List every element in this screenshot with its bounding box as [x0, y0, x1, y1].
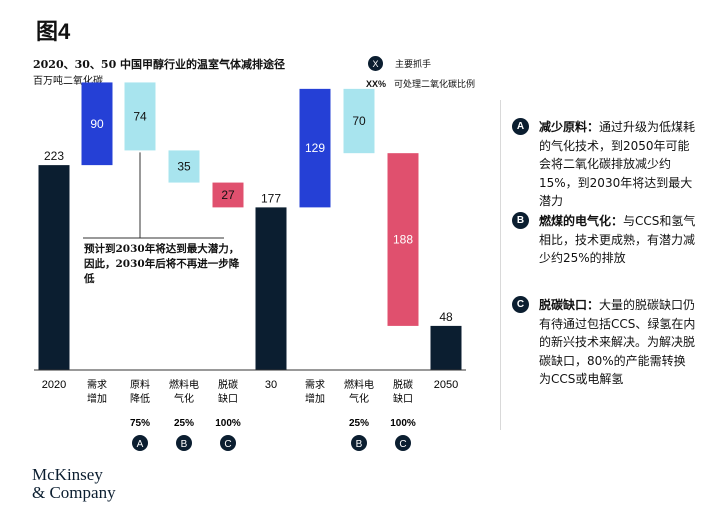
bar-value-8: 188	[393, 233, 413, 247]
lever-b-badge-icon: B	[512, 212, 529, 229]
logo-line-2: & Company	[32, 483, 116, 502]
legend-pct-text: 可处理二氧化碳比例	[394, 80, 476, 90]
waterfall-chart: 223202090需求增加74原料降低75%A35燃料电气化25%B27脱碳缺口…	[34, 82, 466, 451]
lever-b-title: 燃煤的电气化：	[539, 214, 624, 228]
lever-b-text: 与CCS和氢气相比，技术更成熟，有潜力减少约25%的排放	[539, 214, 696, 265]
bar-2	[124, 82, 156, 151]
bar-5	[255, 207, 287, 370]
legend-pct-row: XX% 可处理二氧化碳比例	[366, 77, 476, 91]
bar-value-4: 27	[221, 188, 235, 202]
bar-4	[212, 182, 244, 208]
x-label-1-line2: 增加	[87, 392, 107, 405]
bar-value-7: 70	[352, 114, 366, 128]
x-label-8-line2: 缺口	[393, 392, 413, 405]
chart-annotation: 预计到2030年将达到最大潜力，因此，2030年后将不再进一步降低	[84, 243, 240, 285]
x-label-6-line2: 增加	[305, 392, 325, 405]
lever-c-text: 大量的脱碳缺口仍有待通过包括CCS、绿氢在内的新兴技术来解决。为解决脱碳缺口，8…	[539, 298, 696, 386]
pct-label-3: 25%	[174, 418, 194, 429]
bar-value-1: 90	[90, 117, 104, 131]
bar-0	[38, 165, 70, 370]
bar-value-5: 177	[261, 191, 281, 205]
legend-badge-text: 主要抓手	[395, 60, 432, 70]
x-label-4-line2: 缺口	[218, 392, 238, 405]
x-label-5: 30	[265, 379, 277, 391]
legend-badge-icon: X	[368, 56, 383, 71]
legend-badge-row: X 主要抓手	[368, 56, 431, 71]
bar-9	[430, 325, 462, 370]
bar-3	[168, 150, 200, 183]
pct-label-8: 100%	[390, 418, 416, 429]
pct-label-7: 25%	[349, 418, 369, 429]
x-label-9: 2050	[434, 379, 458, 391]
bar-6	[299, 88, 331, 208]
bar-7	[343, 88, 375, 154]
logo-line-1: McKinsey	[32, 465, 103, 484]
x-label-7-line2: 气化	[349, 392, 369, 405]
badge-label-7: B	[356, 439, 363, 450]
x-label-3-line1: 燃料电	[169, 378, 199, 391]
section-divider	[500, 100, 501, 430]
bar-value-2: 74	[133, 109, 147, 123]
lever-c-description: 脱碳缺口：大量的脱碳缺口仍有待通过包括CCS、绿氢在内的新兴技术来解决。为解决脱…	[539, 296, 697, 389]
x-label-6-line1: 需求	[305, 379, 325, 391]
badge-label-8: C	[399, 439, 406, 450]
bar-value-0: 223	[44, 149, 64, 163]
bar-8	[387, 153, 419, 326]
lever-a-title: 减少原料：	[539, 120, 600, 134]
badge-icon-2	[132, 435, 148, 451]
chart-unit: 百万吨二氧化碳	[33, 76, 103, 87]
lever-a-badge-icon: A	[512, 118, 529, 135]
badge-icon-3	[176, 435, 192, 451]
legend-pct-label: XX%	[366, 78, 387, 89]
pct-label-2: 75%	[130, 418, 150, 429]
lever-a-description: 减少原料：通过升级为低煤耗的气化技术，到2050年可能会将二氧化碳排放减少约15…	[539, 118, 697, 211]
pct-label-4: 100%	[215, 418, 241, 429]
x-label-4-line1: 脱碳	[218, 378, 238, 391]
badge-label-4: C	[224, 439, 231, 450]
x-label-2-line2: 降低	[130, 392, 150, 405]
badge-icon-4	[220, 435, 236, 451]
bar-1	[81, 82, 113, 166]
lever-a-text: 通过升级为低煤耗的气化技术，到2050年可能会将二氧化碳排放减少约15%，到20…	[539, 120, 696, 208]
figure-title: 图4	[36, 19, 71, 44]
chart-title: 2020、30、50 中国甲醇行业的温室气体减排途径	[33, 58, 286, 71]
lever-c-title: 脱碳缺口：	[539, 298, 600, 312]
lever-b-description: 燃煤的电气化：与CCS和氢气相比，技术更成熟，有潜力减少约25%的排放	[539, 212, 697, 268]
x-label-0: 2020	[42, 379, 66, 391]
badge-icon-7	[351, 435, 367, 451]
x-label-1-line1: 需求	[87, 379, 107, 391]
bar-value-9: 48	[439, 310, 453, 324]
lever-c-badge-icon: C	[512, 296, 529, 313]
x-label-2-line1: 原料	[130, 378, 150, 391]
badge-label-3: B	[181, 439, 188, 450]
x-label-8-line1: 脱碳	[393, 378, 413, 391]
badge-label-2: A	[137, 439, 144, 450]
bar-value-3: 35	[177, 159, 191, 173]
bar-value-6: 129	[305, 141, 325, 155]
x-label-3-line2: 气化	[174, 392, 194, 405]
badge-icon-8	[395, 435, 411, 451]
x-label-7-line1: 燃料电	[344, 378, 374, 391]
mckinsey-logo: McKinsey & Company	[32, 466, 116, 502]
